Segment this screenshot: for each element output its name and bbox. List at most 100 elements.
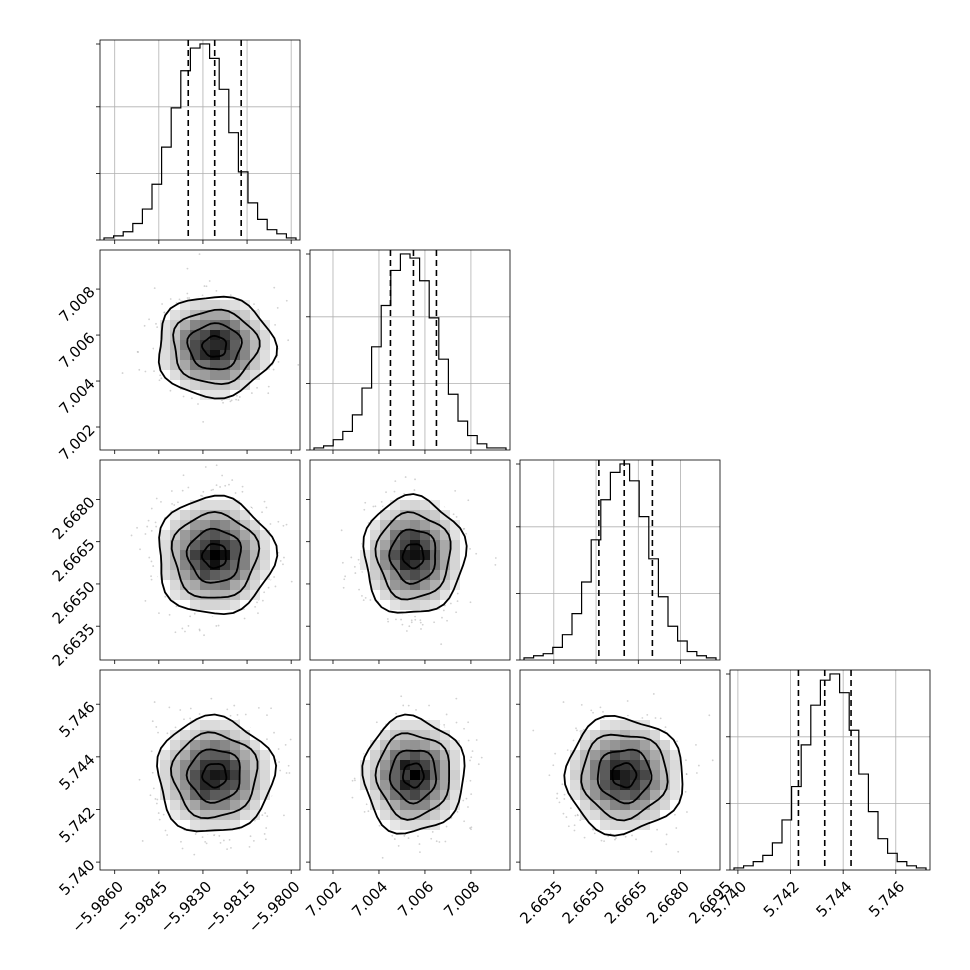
sample-point (343, 578, 346, 581)
density-bin (260, 790, 270, 800)
sample-point (445, 825, 448, 828)
density-bin (190, 360, 200, 370)
density-bin (430, 600, 440, 610)
sample-point (143, 324, 146, 327)
sample-point (261, 511, 263, 514)
sample-point (202, 490, 205, 493)
density-bin (390, 510, 400, 520)
sample-point (353, 565, 356, 568)
sample-point (393, 838, 396, 840)
density-bin (230, 740, 240, 750)
density-bin (250, 800, 260, 810)
sample-point (277, 520, 280, 523)
density-bin (250, 310, 260, 320)
density-bin (200, 550, 210, 560)
density-bin (230, 530, 240, 540)
sample-point (263, 500, 266, 503)
density-bin (400, 530, 410, 540)
sample-point (467, 721, 470, 724)
density-bin (450, 520, 460, 530)
density-bin (400, 560, 410, 570)
sample-point (169, 298, 172, 300)
density-bin (180, 360, 190, 370)
sample-point (174, 726, 177, 729)
sample-point (160, 377, 163, 380)
density-bin (160, 760, 170, 770)
sample-point (385, 491, 387, 494)
density-bin (220, 820, 230, 830)
density-bin (430, 530, 440, 540)
density-bin (200, 370, 210, 380)
density-bin (400, 540, 410, 550)
sample-point (282, 563, 284, 566)
density-bin (210, 500, 220, 510)
sample-point (182, 395, 185, 398)
density-bins (160, 720, 270, 830)
density-bin (220, 800, 230, 810)
sample-point (163, 311, 166, 314)
contour-level-0 (362, 493, 468, 614)
density-bin (200, 360, 210, 370)
sample-point (154, 521, 157, 524)
sample-point (219, 486, 221, 488)
sample-point (181, 847, 184, 850)
density-bin (190, 530, 200, 540)
density-bin (180, 340, 190, 350)
sample-point (449, 602, 452, 605)
density-bin (240, 380, 250, 390)
density-bin (190, 740, 200, 750)
density-bin (210, 390, 220, 400)
density-bin (170, 740, 180, 750)
density-bin (450, 540, 460, 550)
density-bin (180, 760, 190, 770)
sample-point (170, 490, 173, 492)
sample-point (154, 798, 157, 800)
sample-point (273, 731, 275, 734)
density-bin (200, 590, 210, 600)
density-1-0 (121, 253, 300, 423)
sample-point (160, 500, 162, 503)
sample-point (148, 318, 150, 321)
sample-point (263, 591, 266, 594)
sample-point (226, 848, 228, 851)
density-bin (450, 530, 460, 540)
sample-point (287, 764, 290, 767)
sample-point (369, 599, 372, 601)
sample-point (152, 347, 155, 350)
sample-point (419, 619, 422, 621)
sample-point (241, 485, 244, 488)
sample-point (236, 394, 238, 397)
sample-point (244, 713, 247, 716)
density-bin (210, 560, 220, 570)
density-bin (200, 600, 210, 610)
density-bin (220, 500, 230, 510)
sample-point (150, 575, 152, 578)
sample-point (467, 499, 470, 502)
contour-level-3 (201, 334, 228, 358)
sample-point (375, 721, 378, 724)
density-bin (440, 580, 450, 590)
density-bin (160, 320, 170, 330)
density-bin (220, 530, 230, 540)
sample-point (151, 771, 154, 774)
density-bin (210, 310, 220, 320)
contour-level-3 (401, 543, 425, 570)
sample-point (452, 513, 455, 516)
sample-point (446, 619, 448, 622)
density-bin (250, 520, 260, 530)
density-bin (370, 530, 380, 540)
density-bin (250, 540, 260, 550)
sample-point (400, 618, 402, 621)
density-bin (260, 570, 270, 580)
sample-point (444, 840, 447, 843)
sample-point (136, 526, 138, 529)
density-bin (230, 540, 240, 550)
sample-point (372, 505, 375, 508)
sample-point (256, 386, 258, 389)
sample-point (288, 772, 291, 774)
sample-point (340, 529, 343, 532)
sample-point (391, 834, 394, 837)
density-bin (210, 360, 220, 370)
contour-level-0 (158, 494, 279, 616)
density-bin (200, 740, 210, 750)
